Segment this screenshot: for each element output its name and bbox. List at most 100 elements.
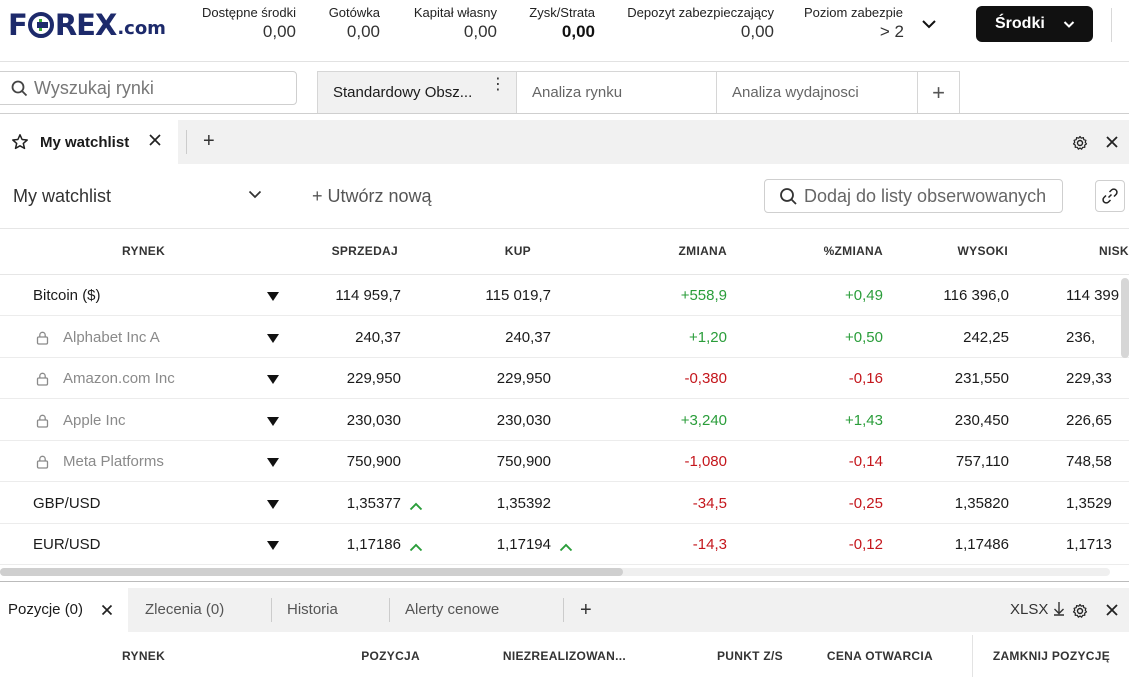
panel-splitter[interactable] bbox=[0, 581, 1129, 582]
high-value: 1,35820 bbox=[954, 494, 1009, 512]
forex-logo[interactable]: F REX .com bbox=[8, 10, 166, 40]
close-tab-icon[interactable] bbox=[101, 604, 113, 616]
workspace-tab-performance[interactable]: Analiza wydajnosci bbox=[716, 71, 918, 113]
expand-row-triangle-icon[interactable] bbox=[267, 541, 279, 550]
buy-price[interactable]: 1,17194 bbox=[496, 536, 551, 553]
sell-price[interactable]: 1,35377 bbox=[346, 494, 401, 512]
table-row[interactable]: GBP/USD 1,35377 1,35392 -34,5 -0,25 1,35820 1,… bbox=[0, 483, 1129, 524]
export-label: XLSX bbox=[1010, 601, 1049, 618]
buy-price[interactable]: 115 019,7 bbox=[485, 287, 551, 304]
table-row[interactable]: Alphabet Inc A 240,37 240,37 +1,20 +0,50 242,… bbox=[0, 317, 1129, 358]
table-row[interactable]: Bitcoin ($) 114 959,7 115 019,7 +558,9 +0,49… bbox=[0, 275, 1129, 316]
expand-row-triangle-icon[interactable] bbox=[267, 292, 279, 301]
sell-price[interactable]: 750,900 bbox=[346, 453, 401, 470]
table-row[interactable]: Apple Inc 230,030 230,030 +3,240 +1,43 230,45… bbox=[0, 400, 1129, 441]
bottom-column-header-unrealized[interactable]: NIEZREALIZOWAN... bbox=[502, 649, 626, 663]
watchlist-select[interactable]: My watchlist bbox=[13, 186, 112, 206]
add-to-watchlist-input[interactable]: Dodaj do listy obserwowanych bbox=[764, 179, 1063, 213]
toolbar-divider bbox=[0, 228, 1129, 229]
bottom-column-header-close-position[interactable]: ZAMKNIJ POZYCJĘ bbox=[992, 649, 1110, 663]
logo-suffix: .com bbox=[117, 18, 166, 39]
settings-gear-icon[interactable] bbox=[1072, 603, 1088, 619]
metric-label: Gotówka bbox=[328, 5, 380, 20]
high-value: 242,25 bbox=[963, 328, 1009, 346]
expand-metrics-chevron-icon[interactable] bbox=[921, 18, 937, 30]
low-value: 226,65 bbox=[1066, 411, 1112, 429]
more-options-icon[interactable]: ⋮ bbox=[490, 76, 506, 93]
scrollbar-thumb[interactable] bbox=[0, 568, 623, 576]
market-name[interactable]: Amazon.com Inc bbox=[63, 370, 175, 387]
link-icon bbox=[1102, 188, 1118, 204]
column-header-market[interactable]: RYNEK bbox=[122, 244, 166, 258]
funds-button[interactable]: Środki bbox=[976, 6, 1093, 42]
tab-positions[interactable]: Pozycje (0) bbox=[0, 588, 128, 632]
sell-price[interactable]: 1,17186 bbox=[346, 536, 401, 553]
column-header-low[interactable]: NISK bbox=[1099, 244, 1129, 258]
buy-price[interactable]: 230,030 bbox=[496, 411, 551, 429]
link-button[interactable] bbox=[1095, 180, 1125, 212]
funds-button-label: Środki bbox=[995, 15, 1045, 32]
buy-price[interactable]: 750,900 bbox=[496, 453, 551, 470]
sell-price[interactable]: 229,950 bbox=[346, 370, 401, 387]
settings-gear-icon[interactable] bbox=[1072, 135, 1088, 151]
sell-price[interactable]: 230,030 bbox=[346, 411, 401, 429]
tab-price-alerts[interactable]: Alerty cenowe bbox=[405, 601, 500, 618]
lock-icon bbox=[36, 414, 49, 433]
buy-price[interactable]: 1,35392 bbox=[496, 494, 551, 512]
column-divider bbox=[972, 635, 973, 677]
bottom-column-header-open-price[interactable]: CENA OTWARCIA bbox=[826, 649, 933, 663]
workspace-tab-market-analysis[interactable]: Analiza rynku bbox=[516, 71, 717, 113]
create-new-watchlist-button[interactable]: + Utwórz nową bbox=[312, 186, 432, 206]
sell-price[interactable]: 114 959,7 bbox=[335, 287, 401, 304]
chevron-down-icon[interactable] bbox=[248, 190, 262, 199]
market-name[interactable]: Meta Platforms bbox=[63, 453, 164, 470]
column-header-buy[interactable]: KUP bbox=[504, 244, 531, 258]
top-header: F REX .com Dostępne środki 0,00 Gotówka 0,… bbox=[0, 0, 1129, 62]
tab-history[interactable]: Historia bbox=[287, 601, 338, 618]
horizontal-scrollbar[interactable] bbox=[0, 568, 1110, 576]
export-xlsx-button[interactable]: XLSX bbox=[1010, 588, 1065, 632]
market-name[interactable]: Alphabet Inc A bbox=[63, 328, 160, 346]
market-name[interactable]: GBP/USD bbox=[33, 494, 101, 512]
metric-label: Kapitał własny bbox=[413, 5, 497, 20]
table-row[interactable]: Meta Platforms 750,900 750,900 -1,080 -0,14 7… bbox=[0, 441, 1129, 482]
panel-tab-my-watchlist[interactable]: My watchlist bbox=[0, 120, 178, 164]
metric-label: Poziom zabezpie bbox=[804, 5, 903, 20]
column-header-sell[interactable]: SPRZEDAJ bbox=[331, 244, 398, 258]
expand-row-triangle-icon[interactable] bbox=[267, 499, 279, 509]
expand-row-triangle-icon[interactable] bbox=[267, 416, 279, 426]
column-header-pct-change[interactable]: %ZMIANA bbox=[823, 244, 883, 258]
tab-orders[interactable]: Zlecenia (0) bbox=[145, 601, 225, 618]
column-header-high[interactable]: WYSOKI bbox=[957, 244, 1008, 258]
bottom-column-header-position[interactable]: POZYCJA bbox=[361, 649, 420, 663]
bottom-column-header-market[interactable]: RYNEK bbox=[122, 649, 166, 663]
expand-row-triangle-icon[interactable] bbox=[267, 458, 279, 467]
download-icon bbox=[1053, 602, 1064, 616]
bottom-column-header-sl-point[interactable]: PUNKT Z/S bbox=[716, 649, 783, 663]
vertical-scrollbar-thumb[interactable] bbox=[1121, 278, 1129, 358]
close-panel-icon[interactable] bbox=[1105, 135, 1119, 149]
table-row[interactable]: EUR/USD 1,17186 1,17194 -14,3 -0,12 1,17486 1,… bbox=[0, 524, 1129, 565]
metric-label: Depozyt zabezpieczający bbox=[627, 5, 774, 20]
add-panel-tab-icon[interactable]: + bbox=[203, 130, 215, 152]
close-tab-icon[interactable] bbox=[148, 133, 162, 147]
tab-divider bbox=[271, 598, 272, 622]
close-panel-icon[interactable] bbox=[1105, 603, 1119, 617]
workspace-tab-standard[interactable]: Standardowy Obsz... ⋮ bbox=[317, 71, 517, 113]
market-name[interactable]: Apple Inc bbox=[63, 411, 126, 429]
add-bottom-tab-icon[interactable]: + bbox=[580, 599, 592, 621]
market-name[interactable]: EUR/USD bbox=[33, 536, 101, 553]
expand-row-triangle-icon[interactable] bbox=[267, 333, 279, 343]
change-value: +1,20 bbox=[689, 328, 727, 346]
metric-label: Zysk/Strata bbox=[529, 5, 595, 20]
column-header-change[interactable]: ZMIANA bbox=[678, 244, 727, 258]
expand-row-triangle-icon[interactable] bbox=[267, 375, 279, 384]
market-name[interactable]: Bitcoin ($) bbox=[33, 287, 101, 304]
market-search-input[interactable]: Wyszukaj rynki bbox=[0, 71, 297, 105]
add-workspace-button[interactable]: + bbox=[917, 71, 960, 113]
table-row[interactable]: Amazon.com Inc 229,950 229,950 -0,380 -0,16 2… bbox=[0, 358, 1129, 399]
buy-price[interactable]: 229,950 bbox=[496, 370, 551, 387]
buy-price[interactable]: 240,37 bbox=[505, 328, 551, 346]
metric-profit-loss: Zysk/Strata 0,00 bbox=[529, 5, 595, 42]
sell-price[interactable]: 240,37 bbox=[355, 328, 401, 346]
